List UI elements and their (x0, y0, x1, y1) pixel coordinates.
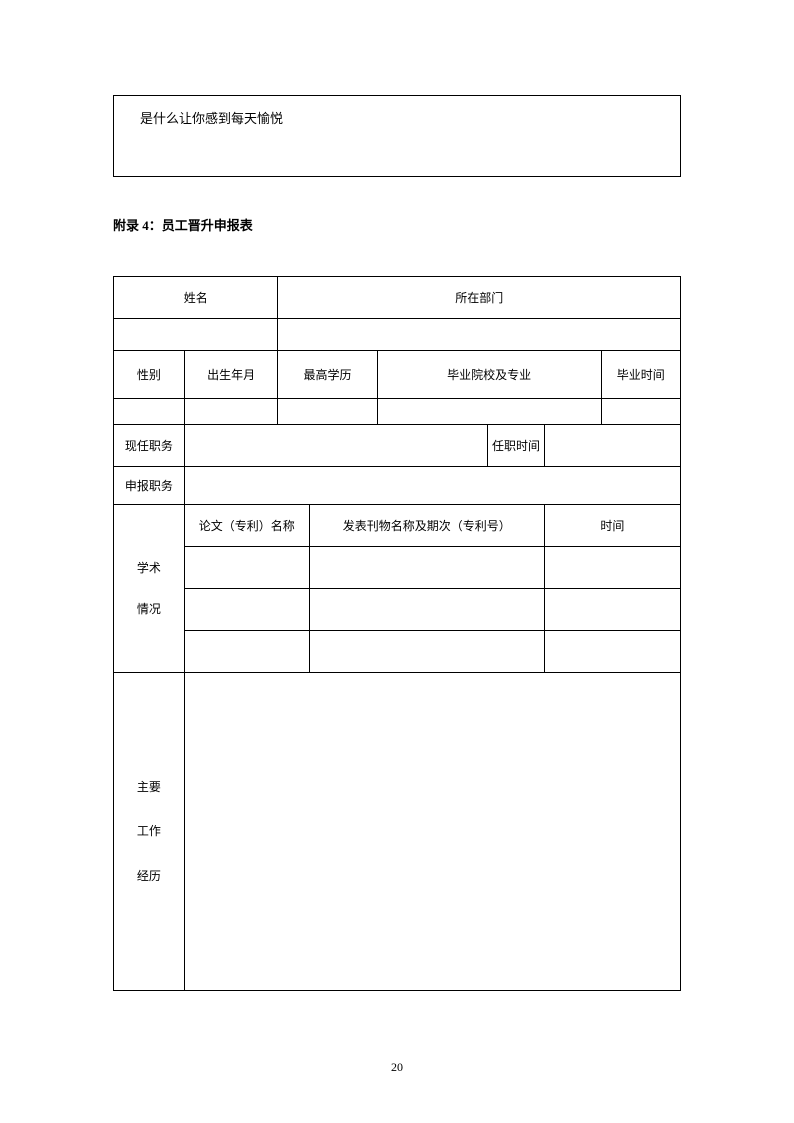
department-label-cell: 所在部门 (278, 277, 681, 319)
tenure-time-value-cell (544, 425, 680, 467)
education-value-cell (278, 399, 377, 425)
grad-time-value-cell (601, 399, 680, 425)
birth-value-cell (184, 399, 278, 425)
publication-row-1 (309, 547, 544, 589)
time-row-1 (544, 547, 680, 589)
thesis-row-1 (184, 547, 309, 589)
gender-value-cell (114, 399, 185, 425)
thesis-row-3 (184, 631, 309, 673)
name-value-cell (114, 319, 278, 351)
work-history-label-2: 工作 (116, 818, 182, 844)
academic-label-cell: 学术 情况 (114, 505, 185, 673)
academic-label-2: 情况 (116, 596, 182, 622)
page-number: 20 (0, 1060, 794, 1075)
question-text: 是什么让你感到每天愉悦 (140, 111, 283, 126)
thesis-name-label-cell: 论文（专利）名称 (184, 505, 309, 547)
question-box: 是什么让你感到每天愉悦 (113, 95, 681, 177)
work-history-label-1: 主要 (116, 774, 182, 800)
work-history-label-cell: 主要 工作 经历 (114, 673, 185, 991)
time-row-3 (544, 631, 680, 673)
publication-row-2 (309, 589, 544, 631)
time-label-cell: 时间 (544, 505, 680, 547)
thesis-row-2 (184, 589, 309, 631)
current-position-value-cell (184, 425, 487, 467)
school-value-cell (377, 399, 601, 425)
current-position-label-cell: 现任职务 (114, 425, 185, 467)
apply-position-value-cell (184, 467, 680, 505)
department-value-cell (278, 319, 681, 351)
work-history-value-cell (184, 673, 680, 991)
work-history-label-3: 经历 (116, 863, 182, 889)
tenure-time-label-cell: 任职时间 (488, 425, 545, 467)
name-label-cell: 姓名 (114, 277, 278, 319)
time-row-2 (544, 589, 680, 631)
school-label-cell: 毕业院校及专业 (377, 351, 601, 399)
grad-time-label-cell: 毕业时间 (601, 351, 680, 399)
appendix-title: 附录 4：员工晋升申报表 (113, 215, 681, 234)
apply-position-label-cell: 申报职务 (114, 467, 185, 505)
publication-label-cell: 发表刊物名称及期次（专利号） (309, 505, 544, 547)
gender-label-cell: 性别 (114, 351, 185, 399)
birth-label-cell: 出生年月 (184, 351, 278, 399)
publication-row-3 (309, 631, 544, 673)
education-label-cell: 最高学历 (278, 351, 377, 399)
promotion-form-table: 姓名 所在部门 性别 出生年月 最高学历 毕业院校及专业 毕业时间 现任职务 任… (113, 276, 681, 991)
academic-label-1: 学术 (116, 555, 182, 581)
